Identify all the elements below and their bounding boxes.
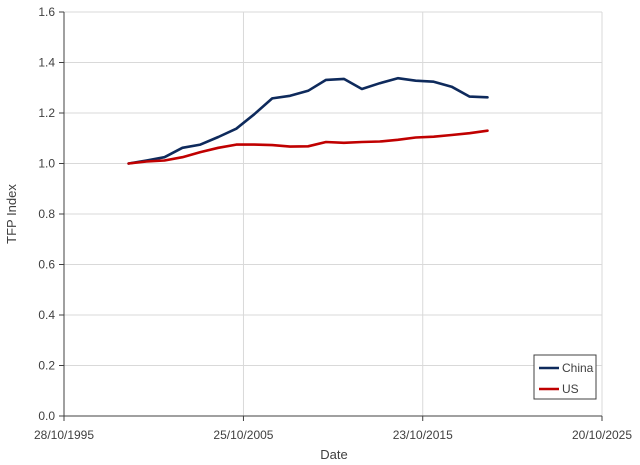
- y-tick-label: 0.2: [38, 359, 55, 373]
- axes: [59, 11, 603, 421]
- y-tick-label: 0.0: [38, 409, 55, 423]
- series-line-us: [127, 129, 489, 165]
- gridlines: [64, 11, 603, 416]
- x-tick-label: 25/10/2005: [213, 428, 273, 442]
- x-axis-title: Date: [320, 447, 347, 462]
- x-tick-label: 23/10/2015: [393, 428, 453, 442]
- x-tick-label: 28/10/1995: [34, 428, 94, 442]
- y-tick-label: 1.6: [38, 5, 55, 19]
- legend: China US: [533, 354, 597, 400]
- series-line-china: [127, 76, 489, 165]
- legend-box: [533, 354, 597, 400]
- series-lines: [127, 76, 489, 165]
- legend-label-us: US: [562, 382, 579, 396]
- x-tick-label: 20/10/2025: [572, 428, 632, 442]
- y-tick-label: 1.0: [38, 157, 55, 171]
- tick-labels: 0.0 0.2 0.4 0.6 0.8 1.0 1.2 1.4 1.6 28/10/1995 25/…: [34, 5, 632, 442]
- y-tick-label: 0.8: [38, 207, 55, 221]
- y-tick-label: 0.4: [38, 308, 55, 322]
- y-axis-title: TFP Index: [4, 184, 19, 244]
- y-tick-label: 0.6: [38, 258, 55, 272]
- y-tick-label: 1.4: [38, 56, 55, 70]
- legend-label-china: China: [562, 361, 594, 375]
- y-tick-label: 1.2: [38, 106, 55, 120]
